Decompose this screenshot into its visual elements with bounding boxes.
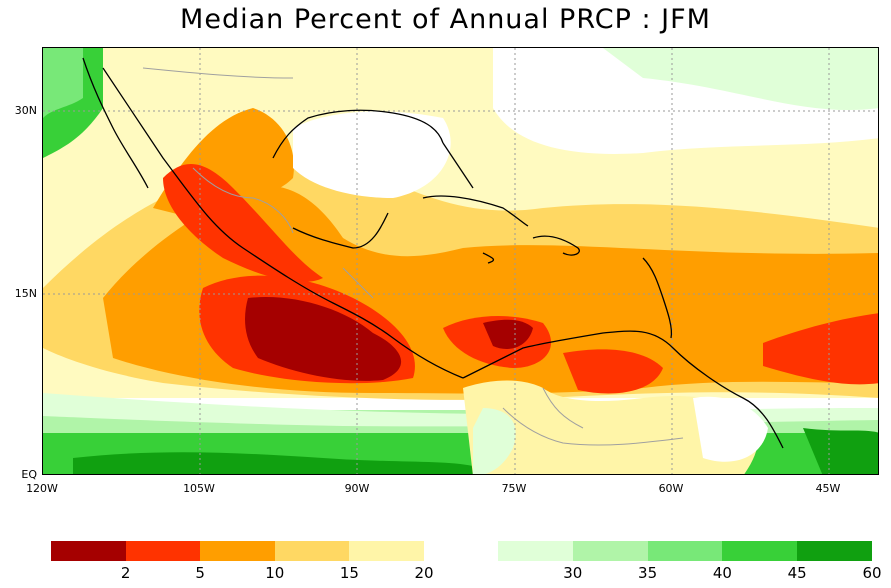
south-america-north-coast	[462, 330, 784, 449]
baja-coast	[82, 57, 149, 189]
legend-swatch-right-2	[647, 541, 723, 561]
legend-swatch-left-4	[349, 541, 425, 561]
x-tick-120w: 120W	[26, 482, 58, 495]
south-america-yellow	[463, 380, 758, 474]
grid-lines	[43, 48, 878, 474]
legend-label-left-3: 15	[339, 564, 359, 582]
venezuela-red-area	[563, 349, 663, 394]
legend-swatch-left-3	[274, 541, 350, 561]
legend-wet-colorbar	[498, 541, 873, 561]
legend-label-left-4: 20	[414, 564, 434, 582]
legend-label-left-0: 2	[120, 564, 131, 582]
country-borders	[142, 67, 684, 446]
legend-label-left-2: 10	[265, 564, 285, 582]
jamaica-coast	[482, 252, 495, 264]
map-title: Median Percent of Annual PRCP : JFM	[180, 4, 711, 35]
x-tick-90w: 90W	[344, 482, 370, 495]
legend-swatch-right-0	[498, 541, 574, 561]
colombia-border	[542, 387, 584, 429]
dark-green-patch-east	[803, 428, 878, 474]
caribbean-dark-red-area	[483, 319, 533, 349]
legend-swatch-left-1	[125, 541, 201, 561]
y-tick-15n: 15N	[14, 287, 37, 300]
south-america-border	[502, 407, 684, 446]
gulf-coast	[272, 109, 444, 159]
dark-green-patch	[73, 452, 473, 474]
legend-swatch-left-2	[200, 541, 276, 561]
legend-swatch-left-0	[51, 541, 127, 561]
x-tick-45w: 45W	[815, 482, 841, 495]
yucatan-coast	[292, 212, 389, 249]
andes-light-area	[473, 408, 516, 474]
legend-label-right-1: 35	[638, 564, 658, 582]
x-tick-105w: 105W	[183, 482, 215, 495]
us-mexico-border	[142, 67, 294, 79]
gulf-white-area	[293, 111, 451, 198]
y-tick-eq: EQ	[21, 468, 37, 481]
x-tick-60w: 60W	[658, 482, 684, 495]
cuba-coast	[422, 195, 529, 227]
legend-label-right-2: 40	[712, 564, 732, 582]
mexico-red-area	[163, 164, 323, 282]
hispaniola-coast	[532, 235, 580, 256]
y-tick-30n: 30N	[14, 104, 37, 117]
florida-coast	[442, 142, 474, 189]
legend-swatch-right-3	[722, 541, 798, 561]
california-light-green	[43, 48, 83, 118]
legend-label-right-3: 45	[787, 564, 807, 582]
central-america-border	[342, 267, 374, 299]
atlantic-red-area	[763, 313, 878, 385]
pacific-dark-red-2-area	[245, 297, 402, 381]
legend-label-right-0: 30	[563, 564, 583, 582]
coastlines	[82, 57, 784, 449]
pacific-coast	[102, 67, 464, 379]
mexico-border	[192, 167, 294, 234]
legend-label-right-4: 60	[862, 564, 882, 582]
legend-swatch-right-4	[797, 541, 873, 561]
legend-swatch-right-1	[572, 541, 649, 561]
lesser-antilles	[642, 257, 673, 339]
guiana-white-area	[693, 396, 768, 462]
precipitation-map	[42, 47, 879, 475]
legend-dry-colorbar	[51, 541, 425, 561]
x-tick-75w: 75W	[501, 482, 527, 495]
map-svg	[43, 48, 878, 474]
legend-label-left-1: 5	[195, 564, 205, 582]
